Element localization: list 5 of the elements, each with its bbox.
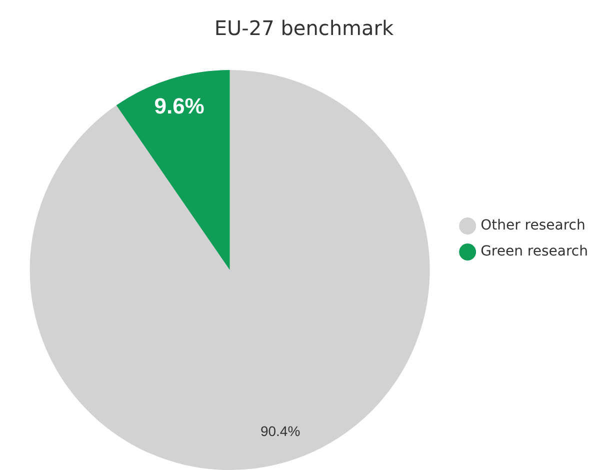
data-label: 9.6% [154,94,204,119]
legend-label: Green research [480,244,588,260]
chart-title: EU-27 benchmark [214,16,394,40]
legend-label: Other research [480,218,586,234]
data-label: 90.4% [260,423,300,440]
